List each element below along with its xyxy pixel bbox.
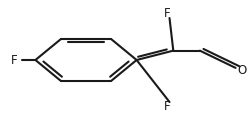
Text: O: O	[236, 64, 245, 77]
Text: F: F	[163, 7, 170, 20]
Text: F: F	[11, 54, 17, 66]
Text: F: F	[163, 100, 170, 113]
